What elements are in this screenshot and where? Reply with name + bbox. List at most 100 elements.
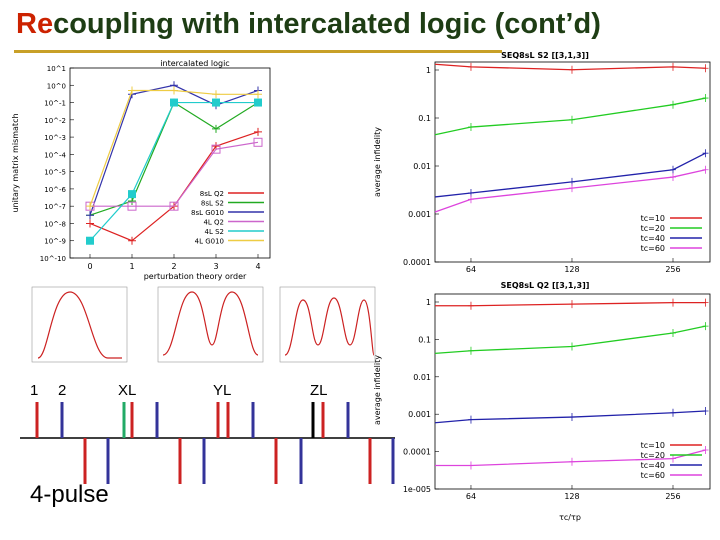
rt-plot-frame — [434, 61, 711, 263]
rb-point — [467, 461, 474, 470]
rb-point — [702, 322, 709, 331]
left-point — [254, 127, 262, 136]
rb-plot-frame — [434, 293, 711, 490]
pulse-label-2: 2 — [58, 382, 67, 399]
rb-ytick-label: 1 — [426, 298, 431, 307]
rb-xtick-label: 64 — [466, 492, 476, 501]
title-rest: coupling with intercalated logic (cont’d… — [53, 8, 601, 40]
left-point — [86, 211, 94, 220]
pulse-label-zl: ZL — [310, 382, 328, 399]
left-ytick-label: 10^-8 — [44, 220, 66, 228]
rt-point — [568, 65, 575, 74]
rt-legend-label: tc=40 — [641, 234, 665, 243]
rt-point — [669, 165, 676, 174]
rt-point — [702, 165, 709, 174]
rb-legend-label: tc=60 — [641, 471, 665, 480]
left-ytick-label: 10^-1 — [44, 100, 66, 108]
pulse-label-1: 1 — [30, 382, 39, 399]
rt-point — [467, 62, 474, 71]
rb-point — [669, 298, 676, 307]
left-ytick-label: 10^-10 — [40, 255, 66, 263]
rb-point — [467, 415, 474, 424]
pulse-shape-thumbnails — [31, 286, 376, 363]
left-point — [212, 124, 220, 133]
left-point — [212, 98, 220, 107]
left-ytick-label: 10^-7 — [44, 203, 66, 211]
rb-legend-label: tc=40 — [641, 461, 665, 470]
rb-legend-label: tc=10 — [641, 441, 665, 450]
pulse-caption: 4-pulse — [30, 481, 109, 508]
rt-point — [568, 184, 575, 193]
rb-ytick-label: 0.0001 — [403, 448, 431, 457]
left-point — [169, 201, 179, 211]
left-point — [127, 201, 137, 211]
left-series-line — [89, 89, 258, 207]
rb-point — [669, 408, 676, 417]
left-series-line — [89, 101, 259, 216]
left-point — [128, 190, 136, 199]
rb-point — [568, 457, 575, 466]
rt-point — [702, 94, 709, 103]
left-legend-label: 4L S2 — [205, 228, 224, 236]
left-legend-label: 8sL G010 — [191, 209, 224, 217]
rb-point — [467, 346, 474, 355]
rt-point — [702, 64, 709, 73]
left-point — [86, 219, 94, 228]
rt-ytick-label: 1 — [426, 66, 431, 75]
thumb-curve-3 — [284, 297, 375, 356]
rb-plot-ylabel: average infidelity — [373, 355, 382, 425]
rb-xtick-label: 256 — [665, 492, 680, 501]
rb-point — [568, 413, 575, 422]
rb-ytick-label: 0.1 — [418, 335, 431, 344]
rt-point — [467, 195, 474, 204]
slide-title: Recoupling with intercalated logic (cont… — [16, 8, 601, 41]
rt-series-line — [434, 97, 706, 136]
rb-point — [702, 446, 709, 454]
rt-legend-label: tc=20 — [641, 224, 665, 233]
rt-point — [702, 149, 709, 158]
left-plot-title: intercalated logic — [160, 59, 229, 68]
thumb-curve-1 — [37, 291, 122, 359]
left-ytick-label: 10^-3 — [44, 134, 66, 142]
left-point — [253, 137, 263, 147]
thumb-curve-2 — [162, 291, 259, 356]
rt-series-line — [434, 152, 706, 198]
left-legend-label: 4L Q2 — [203, 219, 224, 227]
rt-series-line — [434, 63, 706, 71]
rb-plot-xlabel: τc/τp — [559, 513, 581, 522]
left-ytick-label: 10^-2 — [44, 117, 66, 125]
rt-point — [669, 62, 676, 71]
left-point — [170, 98, 178, 107]
left-point — [212, 90, 220, 99]
rt-ytick-label: 0.001 — [408, 210, 431, 219]
left-plot-frame — [69, 67, 271, 259]
left-ytick-label: 10^0 — [47, 82, 66, 90]
rt-plot-ylabel: average infidelity — [373, 127, 382, 197]
left-series-line — [90, 141, 259, 207]
thumb-frame-3 — [279, 286, 376, 363]
rb-xtick-label: 128 — [564, 492, 579, 501]
rb-ytick-label: 0.01 — [413, 373, 431, 382]
title-rule — [14, 50, 502, 53]
rb-point — [568, 300, 575, 309]
left-point — [86, 202, 94, 211]
left-xtick-label: 1 — [129, 262, 134, 271]
rt-xtick-label: 64 — [466, 265, 476, 274]
left-point — [170, 86, 178, 95]
rt-ytick-label: 0.1 — [418, 114, 431, 123]
rt-plot-title: SEQ8sL S2 [[3,1,3]] — [501, 51, 589, 60]
rt-xtick-label: 128 — [564, 265, 579, 274]
left-plot-ylabel: unitary matrix mismatch — [11, 113, 20, 212]
thumb-frame-2 — [157, 286, 264, 363]
left-legend-label: 8sL Q2 — [200, 190, 224, 198]
left-series-line — [89, 101, 258, 242]
left-ytick-label: 10^1 — [47, 65, 66, 73]
rb-point — [702, 407, 709, 415]
left-xtick-label: 2 — [171, 262, 176, 271]
left-point — [254, 98, 262, 107]
rt-xtick-label: 256 — [665, 265, 680, 274]
left-point — [128, 86, 136, 95]
rb-point — [568, 342, 575, 351]
rb-ytick-label: 0.001 — [408, 410, 431, 419]
